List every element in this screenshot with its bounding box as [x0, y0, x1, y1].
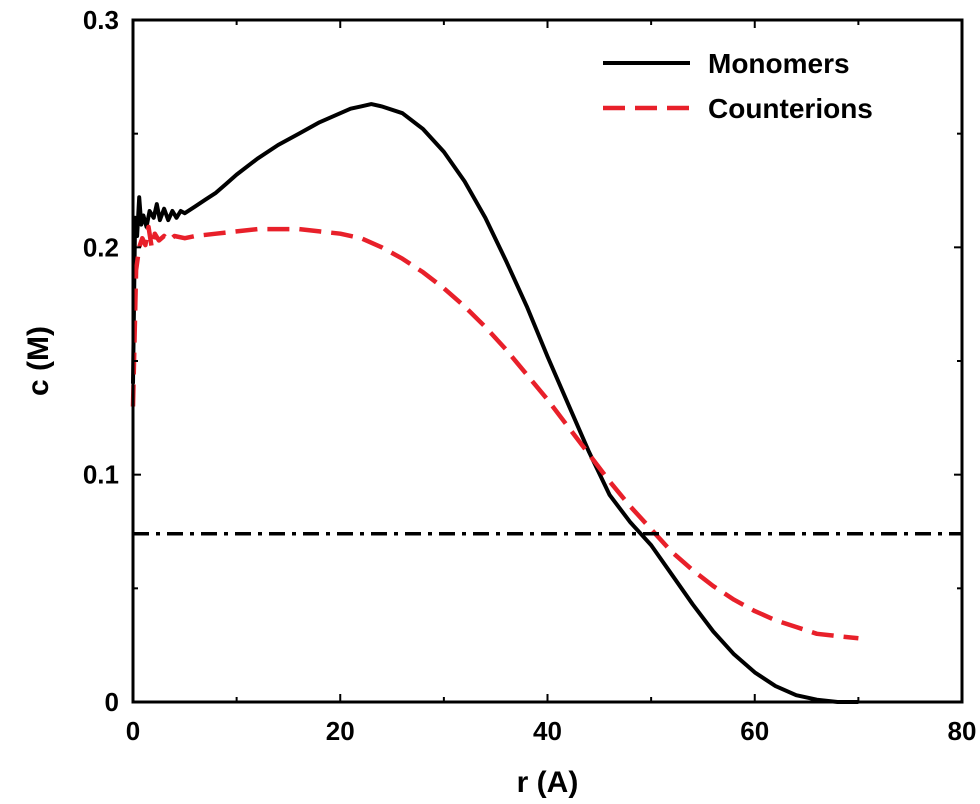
x-tick-label: 80 — [948, 716, 977, 746]
x-tick-label: 40 — [533, 716, 562, 746]
legend-label-counterions: Counterions — [708, 93, 873, 124]
ticks-layer — [132, 19, 963, 703]
x-tick-label: 0 — [126, 716, 140, 746]
tick-labels: 0 20 40 60 80 0 0.1 0.2 0.3 — [83, 5, 977, 746]
series-layer — [130, 102, 962, 704]
x-tick-label: 60 — [740, 716, 769, 746]
legend-label-monomers: Monomers — [708, 48, 850, 79]
x-tick-label: 20 — [326, 716, 355, 746]
legend: Monomers Counterions — [603, 48, 873, 124]
series-line-monomers — [131, 102, 859, 704]
y-axis-title: c (M) — [22, 326, 55, 396]
y-tick-label: 0.3 — [83, 5, 119, 35]
series-line-counterions — [130, 224, 859, 641]
y-tick-label: 0.1 — [83, 460, 119, 490]
y-tick-label: 0 — [105, 687, 119, 717]
x-axis-title: r (A) — [517, 766, 579, 799]
y-tick-label: 0.2 — [83, 232, 119, 262]
